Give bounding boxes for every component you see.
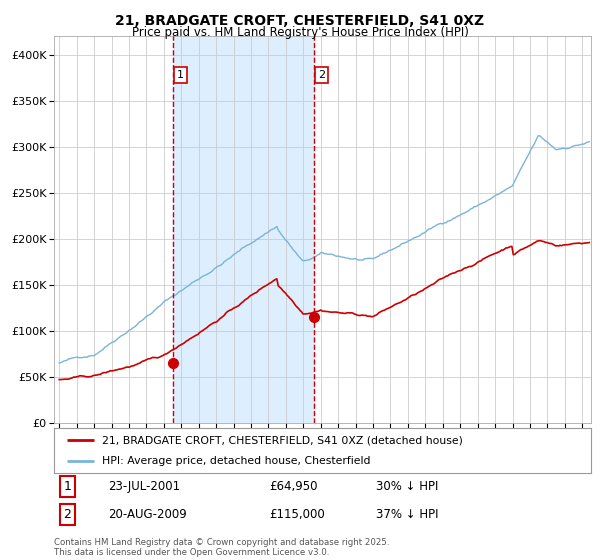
Text: Contains HM Land Registry data © Crown copyright and database right 2025.
This d: Contains HM Land Registry data © Crown c… [54,538,389,557]
Text: 37% ↓ HPI: 37% ↓ HPI [376,508,439,521]
Text: 2: 2 [318,70,325,80]
Text: 1: 1 [177,70,184,80]
Text: HPI: Average price, detached house, Chesterfield: HPI: Average price, detached house, Ches… [103,456,371,466]
Text: 21, BRADGATE CROFT, CHESTERFIELD, S41 0XZ (detached house): 21, BRADGATE CROFT, CHESTERFIELD, S41 0X… [103,436,463,446]
Text: 20-AUG-2009: 20-AUG-2009 [108,508,187,521]
Text: 30% ↓ HPI: 30% ↓ HPI [376,480,439,493]
Text: 23-JUL-2001: 23-JUL-2001 [108,480,180,493]
Text: 1: 1 [64,480,71,493]
Text: £64,950: £64,950 [269,480,317,493]
Text: 2: 2 [64,508,71,521]
Text: 21, BRADGATE CROFT, CHESTERFIELD, S41 0XZ: 21, BRADGATE CROFT, CHESTERFIELD, S41 0X… [115,14,485,28]
Bar [173,36,314,423]
Text: £115,000: £115,000 [269,508,325,521]
Text: Price paid vs. HM Land Registry's House Price Index (HPI): Price paid vs. HM Land Registry's House … [131,26,469,39]
